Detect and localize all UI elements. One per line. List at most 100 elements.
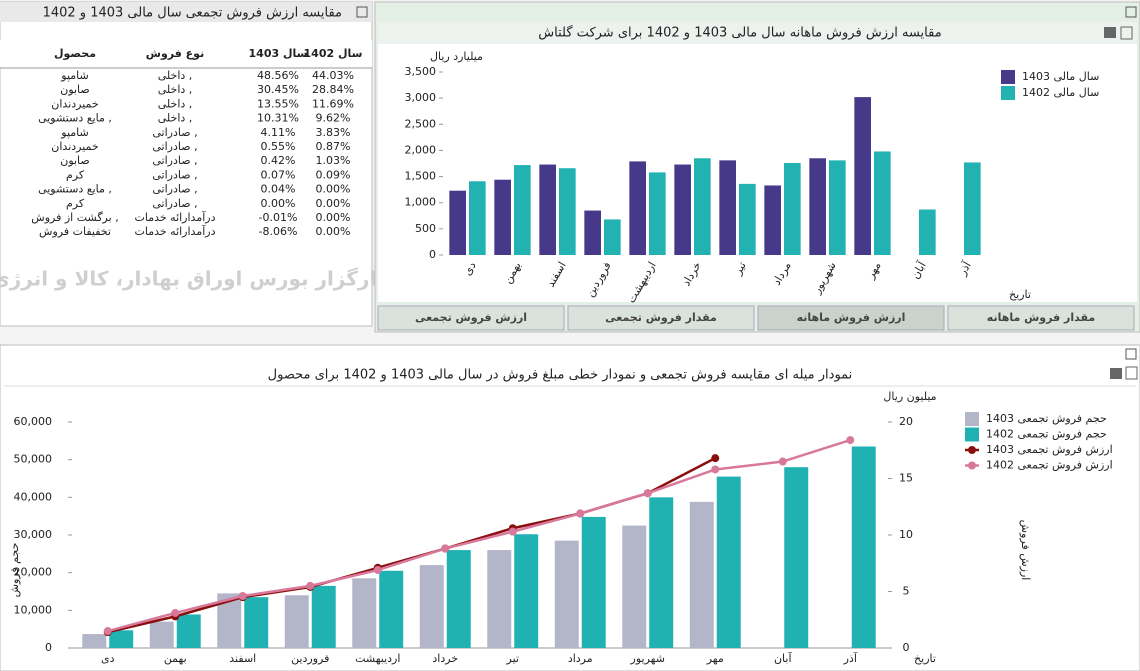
maximize-icon[interactable] [1125,6,1137,18]
table-cell: کرم [66,197,85,210]
tab[interactable] [947,305,1135,331]
bar [446,550,471,648]
table-cell: 0.42% [261,154,296,167]
bar [469,181,486,255]
table-cell: تخفیفات فروش [39,225,111,238]
bar [82,634,107,648]
legend-marker [968,461,976,470]
table-cell: صادراتی , [152,154,197,167]
bar [449,190,466,255]
line-marker [306,581,315,590]
bar [694,158,711,255]
x-tick-label: تیر [506,652,519,665]
bar [716,476,741,648]
y-tick-label: 0 [429,248,436,261]
tab[interactable] [377,305,565,331]
table-cell: صابون [60,154,90,167]
maximize-icon[interactable] [1125,348,1137,360]
line-marker [171,608,180,617]
legend-label[interactable]: ارزش فروش تجمعی 1403 [986,443,1113,456]
bar [494,179,511,255]
bar [674,164,691,255]
y-tick-label: 2,000 [405,143,437,156]
table-cell: داخلی , [158,83,193,96]
x-tick-label: بهمن [164,652,187,665]
chart-title: مقایسه ارزش فروش ماهانه سال مالی 1403 و … [538,25,941,41]
table-cell: داخلی , [158,69,193,82]
y-tick-label: 3,000 [405,91,437,104]
line-marker [711,465,720,474]
bar [487,550,512,648]
y2-tick-label: 15 [899,472,913,485]
table-header [0,40,372,68]
bar [809,158,826,255]
tab-label[interactable]: مقدار فروش ماهانه [987,311,1095,324]
bar [284,595,309,648]
table-cell: 13.55% [257,97,299,110]
bar [559,168,576,255]
bar [352,578,377,648]
panel-title: مقایسه ارزش فروش تجمعی سال مالی 1403 و 1… [43,6,342,21]
tab[interactable] [757,305,945,331]
maximize-icon[interactable] [356,6,368,18]
table-cell: 0.09% [316,168,351,181]
bar [514,534,539,648]
column-header: سال 1403 [249,47,308,60]
x-tick-label: مهر [706,652,724,665]
legend-label[interactable]: حجم فروش تجمعی 1403 [986,412,1107,425]
table-cell: 11.69% [312,97,354,110]
legend-label[interactable]: سال مالی 1402 [1022,86,1099,99]
table-cell: 4.11% [261,126,296,139]
y2-tick-label: 5 [903,585,910,598]
y-tick-label: 50,000 [14,453,53,466]
y-axis-label: حجم فروش [8,543,21,598]
tab-label[interactable]: ارزش فروش تجمعی [415,311,527,324]
y2-tick-label: 0 [903,641,910,654]
tab[interactable] [567,305,755,331]
table-cell: خمیردندان [51,140,98,153]
y-tick-label: 60,000 [14,415,53,428]
legend-label[interactable]: سال مالی 1403 [1022,70,1099,83]
table-cell: 30.45% [257,83,299,96]
line-marker [441,544,450,553]
watermark: کارگزار بورس اوراق بهادار، کالا و انرژی [0,267,389,291]
print-icon[interactable] [1104,27,1116,38]
bar [149,621,174,648]
line-marker [711,454,720,463]
y-tick-label: 2,500 [405,117,437,130]
y-tick-label: 3,500 [405,65,437,78]
column-header: نوع فروش [146,47,204,60]
column-header: محصول [54,47,96,60]
x-tick-label: شهریور [630,652,665,665]
table-cell: خمیردندان [51,97,98,110]
x-tick-label: آذر [843,651,858,665]
bar [919,209,936,255]
bar [854,97,871,256]
bar [649,497,674,648]
y-tick-label: 1,000 [405,196,437,209]
line-marker [103,627,112,636]
x-tick-label: دی [461,259,479,277]
bar [829,160,846,255]
export-icon[interactable] [1125,366,1138,380]
table-cell: صابون [60,83,90,96]
y2-axis-label: ارزش فروش [1019,520,1032,581]
table-cell: 9.62% [316,112,351,125]
tab-label[interactable]: مقدار فروش تجمعی [605,311,717,324]
legend-label[interactable]: ارزش فروش تجمعی 1402 [986,459,1113,472]
table-cell: 3.83% [316,126,351,139]
legend-swatch [1001,70,1015,84]
x-tick-label: فروردین [291,652,329,665]
table-cell: 0.00% [316,183,351,196]
table-cell: 0.87% [316,140,351,153]
print-icon[interactable] [1110,368,1122,379]
table-cell: صادراتی , [152,197,197,210]
table-cell: صادراتی , [152,126,197,139]
table-cell: داخلی , [158,97,193,110]
table-cell: صادراتی , [152,183,197,196]
tab-label[interactable]: ارزش فروش ماهانه [797,311,906,324]
legend-label[interactable]: حجم فروش تجمعی 1402 [986,428,1107,441]
export-icon[interactable] [1120,26,1133,40]
x-axis-label: تاریخ [1009,288,1031,301]
y-axis-label: میلیارد ریال [430,50,483,63]
